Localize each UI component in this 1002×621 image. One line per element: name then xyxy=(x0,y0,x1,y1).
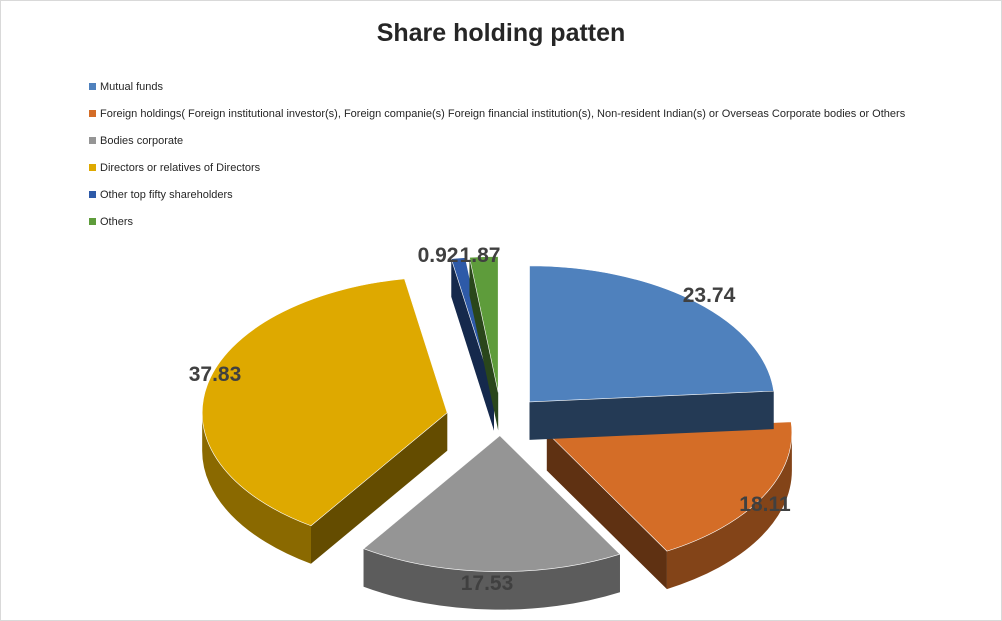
legend-item-bodies-corporate: Bodies corporate xyxy=(89,127,905,154)
pie-slice-1 xyxy=(546,421,793,590)
pie-slice-top xyxy=(529,265,775,403)
pie-slice-wall xyxy=(310,412,448,564)
data-label: 17.53 xyxy=(461,572,514,595)
chart-title: Share holding patten xyxy=(376,19,626,47)
data-label: 23.74 xyxy=(683,284,736,307)
legend-swatch xyxy=(89,137,96,144)
legend-item-foreign-holdings: Foreign holdings( Foreign institutional … xyxy=(89,100,905,127)
pie-slice-wall xyxy=(546,432,667,590)
data-label: 0.92 xyxy=(418,244,459,267)
legend-label: Others xyxy=(100,215,134,228)
pie-slice-top xyxy=(546,421,793,552)
legend-label: Mutual funds xyxy=(100,80,163,93)
legend: Mutual funds Foreign holdings( Foreign i… xyxy=(89,73,905,235)
pie-slice-side xyxy=(363,548,620,610)
legend-swatch xyxy=(89,191,96,198)
legend-label: Other top fifty shareholders xyxy=(100,188,233,201)
pie-slice-top xyxy=(201,278,448,527)
pie-slice-5 xyxy=(469,256,499,431)
pie-slice-0 xyxy=(529,265,775,440)
legend-item-directors: Directors or relatives of Directors xyxy=(89,154,905,181)
pie-slice-top xyxy=(363,435,621,572)
pie-slice-wall xyxy=(451,258,494,431)
pie-slice-2 xyxy=(363,435,621,610)
legend-item-others: Others xyxy=(89,208,905,235)
data-label: 1.87 xyxy=(460,244,501,267)
legend-label: Bodies corporate xyxy=(100,134,184,147)
pie-slice-3 xyxy=(201,278,448,564)
pie-slice-wall xyxy=(529,391,774,440)
pie-slice-side xyxy=(202,412,311,564)
data-label: 18.11 xyxy=(739,493,791,516)
legend-swatch xyxy=(89,218,96,225)
legend-label: Foreign holdings( Foreign institutional … xyxy=(100,107,906,120)
legend-item-other-top-fifty: Other top fifty shareholders xyxy=(89,181,905,208)
legend-item-mutual-funds: Mutual funds xyxy=(89,73,905,100)
legend-label: Directors or relatives of Directors xyxy=(100,161,261,174)
data-label: 37.83 xyxy=(189,363,242,386)
pie-slice-side xyxy=(666,432,792,590)
legend-swatch xyxy=(89,164,96,171)
legend-swatch xyxy=(89,110,96,117)
legend-swatch xyxy=(89,83,96,90)
pie-slice-top xyxy=(469,256,499,393)
pie-slice-wall xyxy=(469,257,499,431)
